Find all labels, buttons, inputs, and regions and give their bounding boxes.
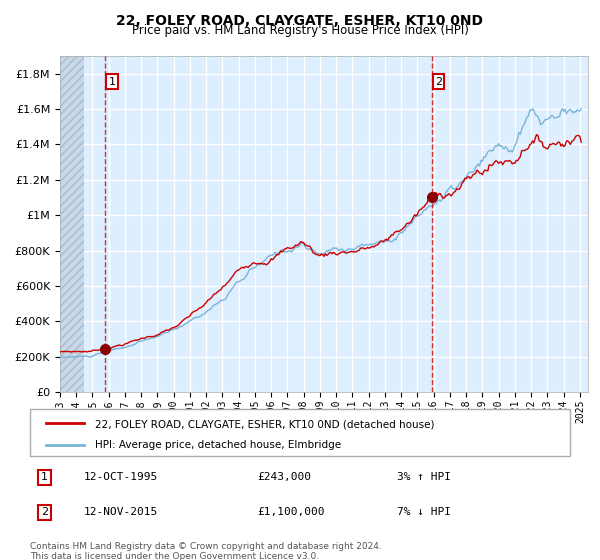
Text: Contains HM Land Registry data © Crown copyright and database right 2024.
This d: Contains HM Land Registry data © Crown c… (30, 542, 382, 560)
FancyBboxPatch shape (30, 409, 570, 456)
Text: 2: 2 (41, 507, 48, 517)
Bar (60, 56, 85, 392)
Text: 12-OCT-1995: 12-OCT-1995 (84, 473, 158, 482)
Text: 12-NOV-2015: 12-NOV-2015 (84, 507, 158, 517)
Text: 22, FOLEY ROAD, CLAYGATE, ESHER, KT10 0ND: 22, FOLEY ROAD, CLAYGATE, ESHER, KT10 0N… (116, 14, 484, 28)
Text: Price paid vs. HM Land Registry's House Price Index (HPI): Price paid vs. HM Land Registry's House … (131, 24, 469, 37)
Text: £243,000: £243,000 (257, 473, 311, 482)
Text: 2: 2 (435, 77, 442, 87)
Text: 7% ↓ HPI: 7% ↓ HPI (397, 507, 451, 517)
Text: 3% ↑ HPI: 3% ↑ HPI (397, 473, 451, 482)
Text: £1,100,000: £1,100,000 (257, 507, 324, 517)
Text: HPI: Average price, detached house, Elmbridge: HPI: Average price, detached house, Elmb… (95, 441, 341, 450)
Text: 1: 1 (109, 77, 116, 87)
Text: 1: 1 (41, 473, 48, 482)
Text: 22, FOLEY ROAD, CLAYGATE, ESHER, KT10 0ND (detached house): 22, FOLEY ROAD, CLAYGATE, ESHER, KT10 0N… (95, 419, 434, 429)
